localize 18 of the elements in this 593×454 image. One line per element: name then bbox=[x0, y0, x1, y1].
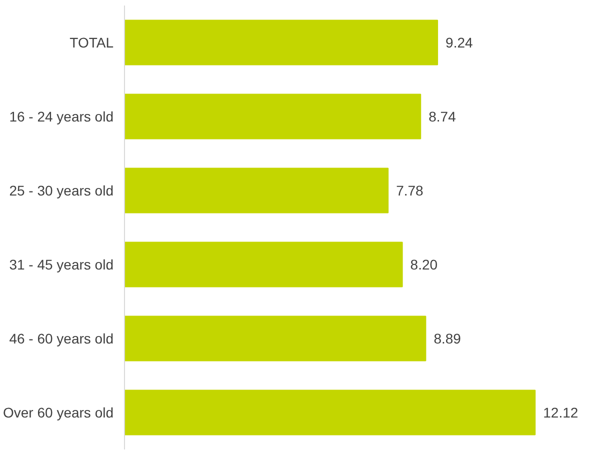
bar bbox=[124, 242, 403, 288]
y-tick-label: 31 - 45 years old bbox=[9, 256, 114, 272]
data-label: 8.89 bbox=[434, 330, 462, 346]
data-label: 9.24 bbox=[446, 34, 474, 50]
bar bbox=[124, 316, 426, 362]
y-tick-label: 25 - 30 years old bbox=[9, 182, 114, 198]
bar bbox=[124, 390, 536, 436]
y-tick-label: 46 - 60 years old bbox=[9, 330, 114, 346]
bar bbox=[124, 20, 438, 66]
bar bbox=[124, 94, 422, 140]
y-tick-label: Over 60 years old bbox=[3, 404, 114, 420]
y-tick-label: 16 - 24 years old bbox=[9, 108, 114, 124]
data-label: 8.74 bbox=[428, 108, 456, 124]
y-tick-label: TOTAL bbox=[70, 34, 114, 50]
data-label: 12.12 bbox=[543, 404, 578, 420]
data-label: 8.20 bbox=[410, 256, 438, 272]
data-label: 7.78 bbox=[396, 182, 424, 198]
bar bbox=[124, 168, 389, 214]
